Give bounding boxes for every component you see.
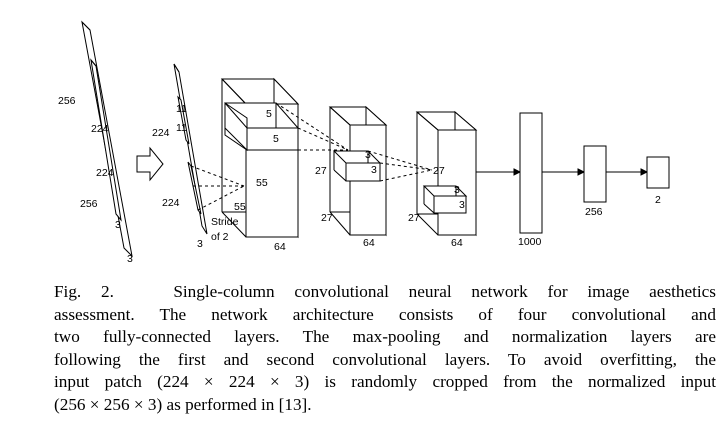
conv4-block: [415, 110, 478, 237]
conv3-kernel-h-label: 3: [371, 164, 377, 176]
figure-caption: Fig. 2. Single-column convolutional neur…: [54, 281, 716, 417]
caption-label: Fig. 2.: [54, 282, 114, 301]
transform-arrow: [136, 146, 164, 182]
conv4-kernel: [422, 185, 468, 214]
conv2-height-label: 55: [256, 177, 268, 189]
cnn-architecture-diagram: 256 256 3 224 224 3 224 224 3 11 11 Stri…: [58, 20, 670, 265]
conv4-channels-label: 64: [451, 237, 463, 249]
input-outer-size-label: 256: [58, 95, 76, 107]
conv1-kernel-h-label: 11: [176, 122, 187, 134]
output-units-label: 2: [655, 194, 661, 206]
caption-line-6: (256 × 256 × 3) as performed in [13].: [54, 394, 312, 414]
conv2-kernel-w-label: 5: [266, 108, 272, 120]
input-crop-depth-label: 3: [115, 219, 121, 231]
conv1-height-label: 224: [162, 197, 180, 209]
input-outer-height-label: 256: [80, 198, 98, 210]
caption-line-4: following the first and second convoluti…: [54, 349, 716, 369]
conv3-kernel-w-label: 3: [365, 149, 371, 161]
conv2-depth-label: 55: [234, 201, 246, 213]
conv1-depth-label: 3: [197, 238, 203, 250]
conv3-depth-label: 27: [321, 212, 333, 224]
conv1-kernel-w-label: 11: [176, 103, 187, 115]
fc1-units-label: 1000: [518, 236, 542, 248]
input-crop-block: [90, 58, 122, 222]
fc1-block: [519, 112, 543, 234]
conv1-kernel: [177, 95, 190, 145]
conv4-height-label: 27: [433, 165, 445, 177]
input-crop-width-label: 224: [91, 123, 109, 135]
conv1-width-label: 224: [152, 127, 170, 139]
conv4-kernel-w-label: 3: [454, 184, 460, 196]
fc2-units-label: 256: [585, 206, 603, 218]
caption-line-1: Fig. 2. Single-column convolutional neur…: [54, 281, 716, 304]
caption-line-2: assessment. The network architecture con…: [54, 304, 716, 324]
conv4-depth-label: 27: [408, 212, 420, 224]
conv3-height-label: 27: [315, 165, 327, 177]
stride-label-line1: Stride: [211, 216, 239, 228]
caption-line-1-text: Single-column convolutional neural netwo…: [173, 282, 716, 301]
conv2-kernel: [224, 102, 349, 151]
output-block: [646, 156, 670, 189]
conv2-channels-label: 64: [274, 241, 286, 253]
conv4-kernel-h-label: 3: [459, 199, 465, 211]
input-crop-height-label: 224: [96, 167, 114, 179]
conv3-channels-label: 64: [363, 237, 375, 249]
fc2-block: [583, 145, 607, 203]
stride-label-line2: of 2: [211, 231, 229, 243]
caption-line-3: two fully-connected layers. The max-pool…: [54, 327, 716, 347]
caption-line-5: input patch (224 × 224 × 3) is randomly …: [54, 372, 716, 392]
conv1-patch: [187, 161, 245, 215]
conv3-kernel: [332, 150, 433, 182]
conv2-kernel-h-label: 5: [273, 133, 279, 145]
input-outer-depth-label: 3: [127, 253, 133, 265]
